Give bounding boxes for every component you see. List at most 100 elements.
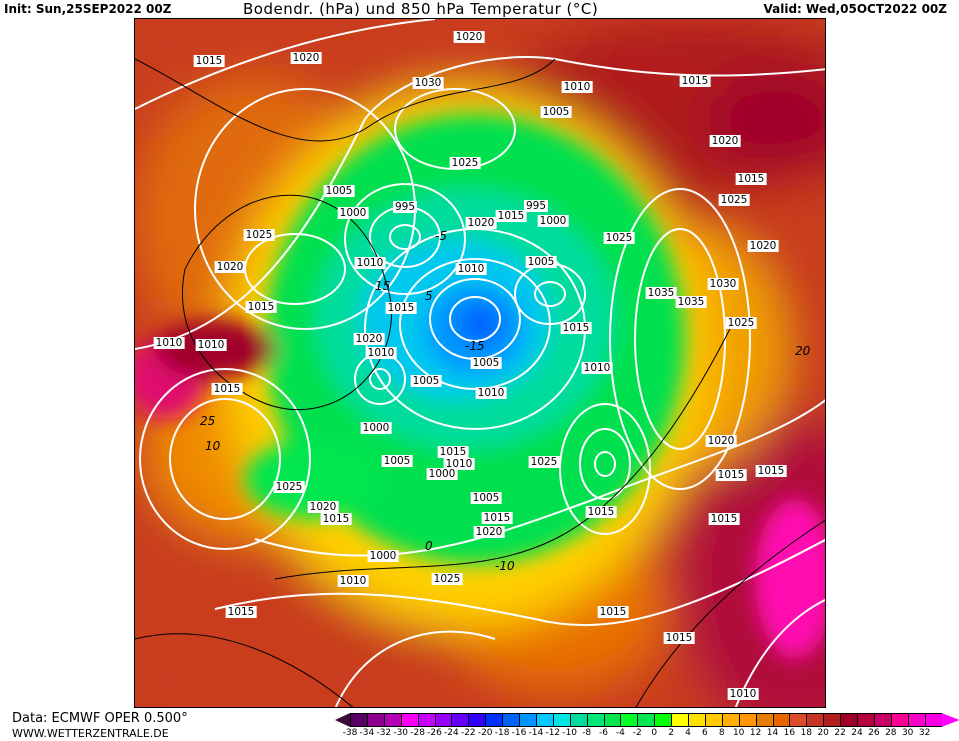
- colorbar-swatch: [671, 713, 689, 727]
- pressure-label: 1015: [320, 513, 352, 525]
- colorbar-swatch: [400, 713, 419, 727]
- pressure-label: 1015: [679, 75, 711, 87]
- map-title: Bodendr. (hPa) und 850 hPa Temperatur (°…: [243, 0, 599, 18]
- colorbar-swatch: [924, 713, 943, 727]
- colorbar-swatch: [823, 713, 842, 727]
- colorbar-swatch: [721, 713, 740, 727]
- colorbar-tick-label: -34: [359, 728, 375, 738]
- pressure-label: 1025: [603, 232, 635, 244]
- colorbar-tick-label: -38: [342, 728, 358, 738]
- colorbar-tick-label: -2: [632, 728, 642, 738]
- colorbar-swatch: [840, 713, 858, 727]
- pressure-label: 1010: [727, 688, 759, 700]
- colorbar-tick-label: -20: [477, 728, 493, 738]
- pressure-label: 995: [523, 200, 549, 212]
- pressure-label: 1015: [585, 506, 617, 518]
- isotherm-label: 15: [375, 279, 391, 293]
- colorbar-tick-label: 0: [651, 728, 658, 738]
- pressure-label: 1010: [581, 362, 613, 374]
- colorbar-swatch: [857, 713, 875, 727]
- colorbar-swatch: [383, 713, 402, 727]
- colorbar-tick-label: 26: [868, 728, 880, 738]
- colorbar-swatch: [434, 713, 453, 727]
- colorbar-tick-label: -32: [376, 728, 392, 738]
- colorbar-swatch: [704, 713, 723, 727]
- weather-map: 1015 1020 1020 1030 1010 1015 1005 1020 1025 1005…: [134, 18, 826, 708]
- pressure-label: 1020: [290, 52, 322, 64]
- pressure-label: 1020: [705, 435, 737, 447]
- pressure-label: 1010: [475, 387, 507, 399]
- pressure-label: 1010: [337, 575, 369, 587]
- colorbar-swatch: [789, 713, 808, 727]
- valid-time: Valid: Wed,05OCT2022 00Z: [763, 2, 948, 16]
- colorbar-swatch: [350, 713, 368, 727]
- pressure-label: 1015: [597, 606, 629, 618]
- colorbar-tick-label: 4: [685, 728, 691, 738]
- colorbar-tick-label: -18: [494, 728, 510, 738]
- pressure-label: 1015: [193, 55, 225, 67]
- pressure-label: 1020: [709, 135, 741, 147]
- pressure-label: 1010: [365, 347, 397, 359]
- pressure-label: 995: [392, 201, 418, 213]
- colorbar-tick-label: -4: [615, 728, 625, 738]
- colorbar-ticks: -38 -34 -32 -30 -28 -26 -24 -22 -20 -18 -16 -14 -12-…: [335, 728, 959, 740]
- pressure-label: 1015: [481, 512, 513, 524]
- colorbar-swatch: [738, 713, 757, 727]
- pressure-label: 1020: [465, 217, 497, 229]
- site-url[interactable]: WWW.WETTERZENTRALE.DE: [12, 727, 169, 740]
- colorbar-tick-label: -26: [427, 728, 442, 738]
- colorbar-swatch: [620, 713, 639, 727]
- pressure-label: 1025: [725, 317, 757, 329]
- pressure-label: 1025: [273, 481, 305, 493]
- pressure-label: 1015: [385, 302, 417, 314]
- colorbar-swatch: [451, 713, 470, 727]
- pressure-label: 1025: [449, 157, 481, 169]
- isotherm-label: 20: [795, 344, 811, 358]
- pressure-label: 1020: [453, 31, 485, 43]
- pressure-label: 1010: [561, 81, 593, 93]
- colorbar-swatch: [806, 713, 825, 727]
- pressure-label: 1015: [560, 322, 592, 334]
- colorbar-swatch: [772, 713, 791, 727]
- isotherm-label: -5: [435, 229, 447, 243]
- pressure-label: 1005: [470, 357, 502, 369]
- colorbar-swatch: [755, 713, 774, 727]
- pressure-label: 1010: [455, 263, 487, 275]
- pressure-label: 1000: [337, 207, 369, 219]
- pressure-label: 1015: [437, 446, 469, 458]
- isotherm-label: 10: [205, 439, 221, 453]
- colorbar-tick-label: 28: [885, 728, 897, 738]
- pressure-label: 1030: [412, 77, 444, 89]
- pressure-label: 1010: [354, 257, 386, 269]
- colorbar-swatch: [468, 713, 487, 727]
- colorbar-tick-label: -24: [444, 728, 459, 738]
- pressure-label: 1020: [747, 240, 779, 252]
- colorbar-swatch: [485, 713, 504, 727]
- pressure-label: 1000: [367, 550, 399, 562]
- pressure-label: 1015: [245, 301, 277, 313]
- colorbar-tick-label: -28: [410, 728, 425, 738]
- pressure-label: 1025: [718, 194, 750, 206]
- colorbar-tick-label: -16: [511, 728, 527, 738]
- temperature-field: [135, 19, 825, 707]
- colorbar-tick-label: 32: [918, 728, 931, 738]
- colorbar-swatch: [417, 713, 436, 727]
- pressure-label: 1020: [307, 501, 339, 513]
- colorbar-tick-label: 16: [783, 728, 796, 738]
- colorbar-swatch: [637, 713, 656, 727]
- pressure-label: 1020: [214, 261, 246, 273]
- pressure-label: 1000: [360, 422, 392, 434]
- init-time: Init: Sun,25SEP2022 00Z: [4, 2, 172, 16]
- pressure-label: 1020: [353, 333, 385, 345]
- pressure-label: 1015: [663, 632, 695, 644]
- pressure-label: 1015: [755, 465, 787, 477]
- colorbar-swatch: [502, 713, 520, 727]
- colorbar-tick-label: 14: [766, 728, 779, 738]
- colorbar-tick-label: -14: [528, 728, 544, 738]
- pressure-label: 1020: [473, 526, 505, 538]
- colorbar-swatch: [688, 713, 706, 727]
- pressure-label: 1010: [443, 458, 475, 470]
- colorbar-tick-label: -30: [393, 728, 409, 738]
- pressure-label: 1005: [525, 256, 557, 268]
- colorbar-swatch: [907, 713, 926, 727]
